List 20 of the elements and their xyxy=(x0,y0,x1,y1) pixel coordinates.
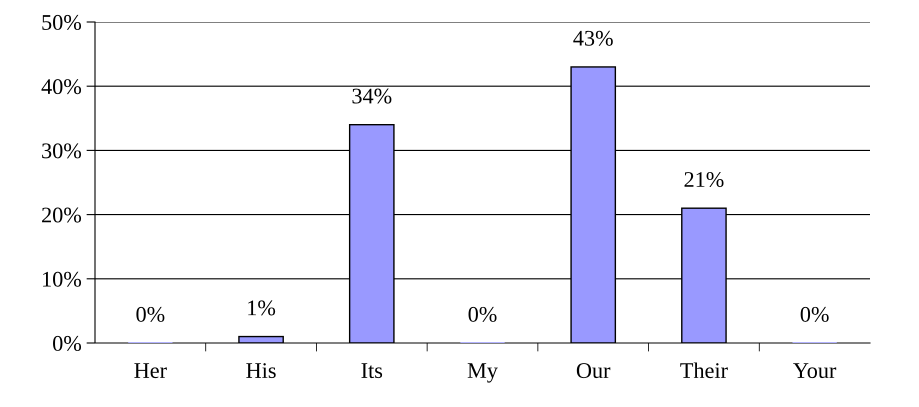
data-label: 0% xyxy=(136,306,164,322)
y-tick-label: 30% xyxy=(42,143,82,158)
data-label: 1% xyxy=(248,300,276,316)
x-tick-label: Its xyxy=(361,363,382,378)
data-label: 34% xyxy=(352,88,392,104)
data-label: 0% xyxy=(800,306,829,322)
x-tick-label: Our xyxy=(576,363,610,378)
y-tick-label: 50% xyxy=(42,14,82,30)
data-label: 43% xyxy=(573,30,613,46)
x-tick-label: Your xyxy=(793,363,836,378)
data-label: 0% xyxy=(468,306,497,322)
y-tick-label: 0% xyxy=(53,336,82,351)
x-tick-label: My xyxy=(468,363,498,383)
x-tick-label: His xyxy=(246,363,276,378)
data-label: 21% xyxy=(684,172,724,188)
y-tick-label: 20% xyxy=(42,208,82,223)
y-tick-label: 10% xyxy=(43,272,82,287)
x-tick-label: Their xyxy=(680,362,728,378)
x-tick-label: Her xyxy=(134,363,167,378)
y-tick-label: 40% xyxy=(42,79,82,94)
